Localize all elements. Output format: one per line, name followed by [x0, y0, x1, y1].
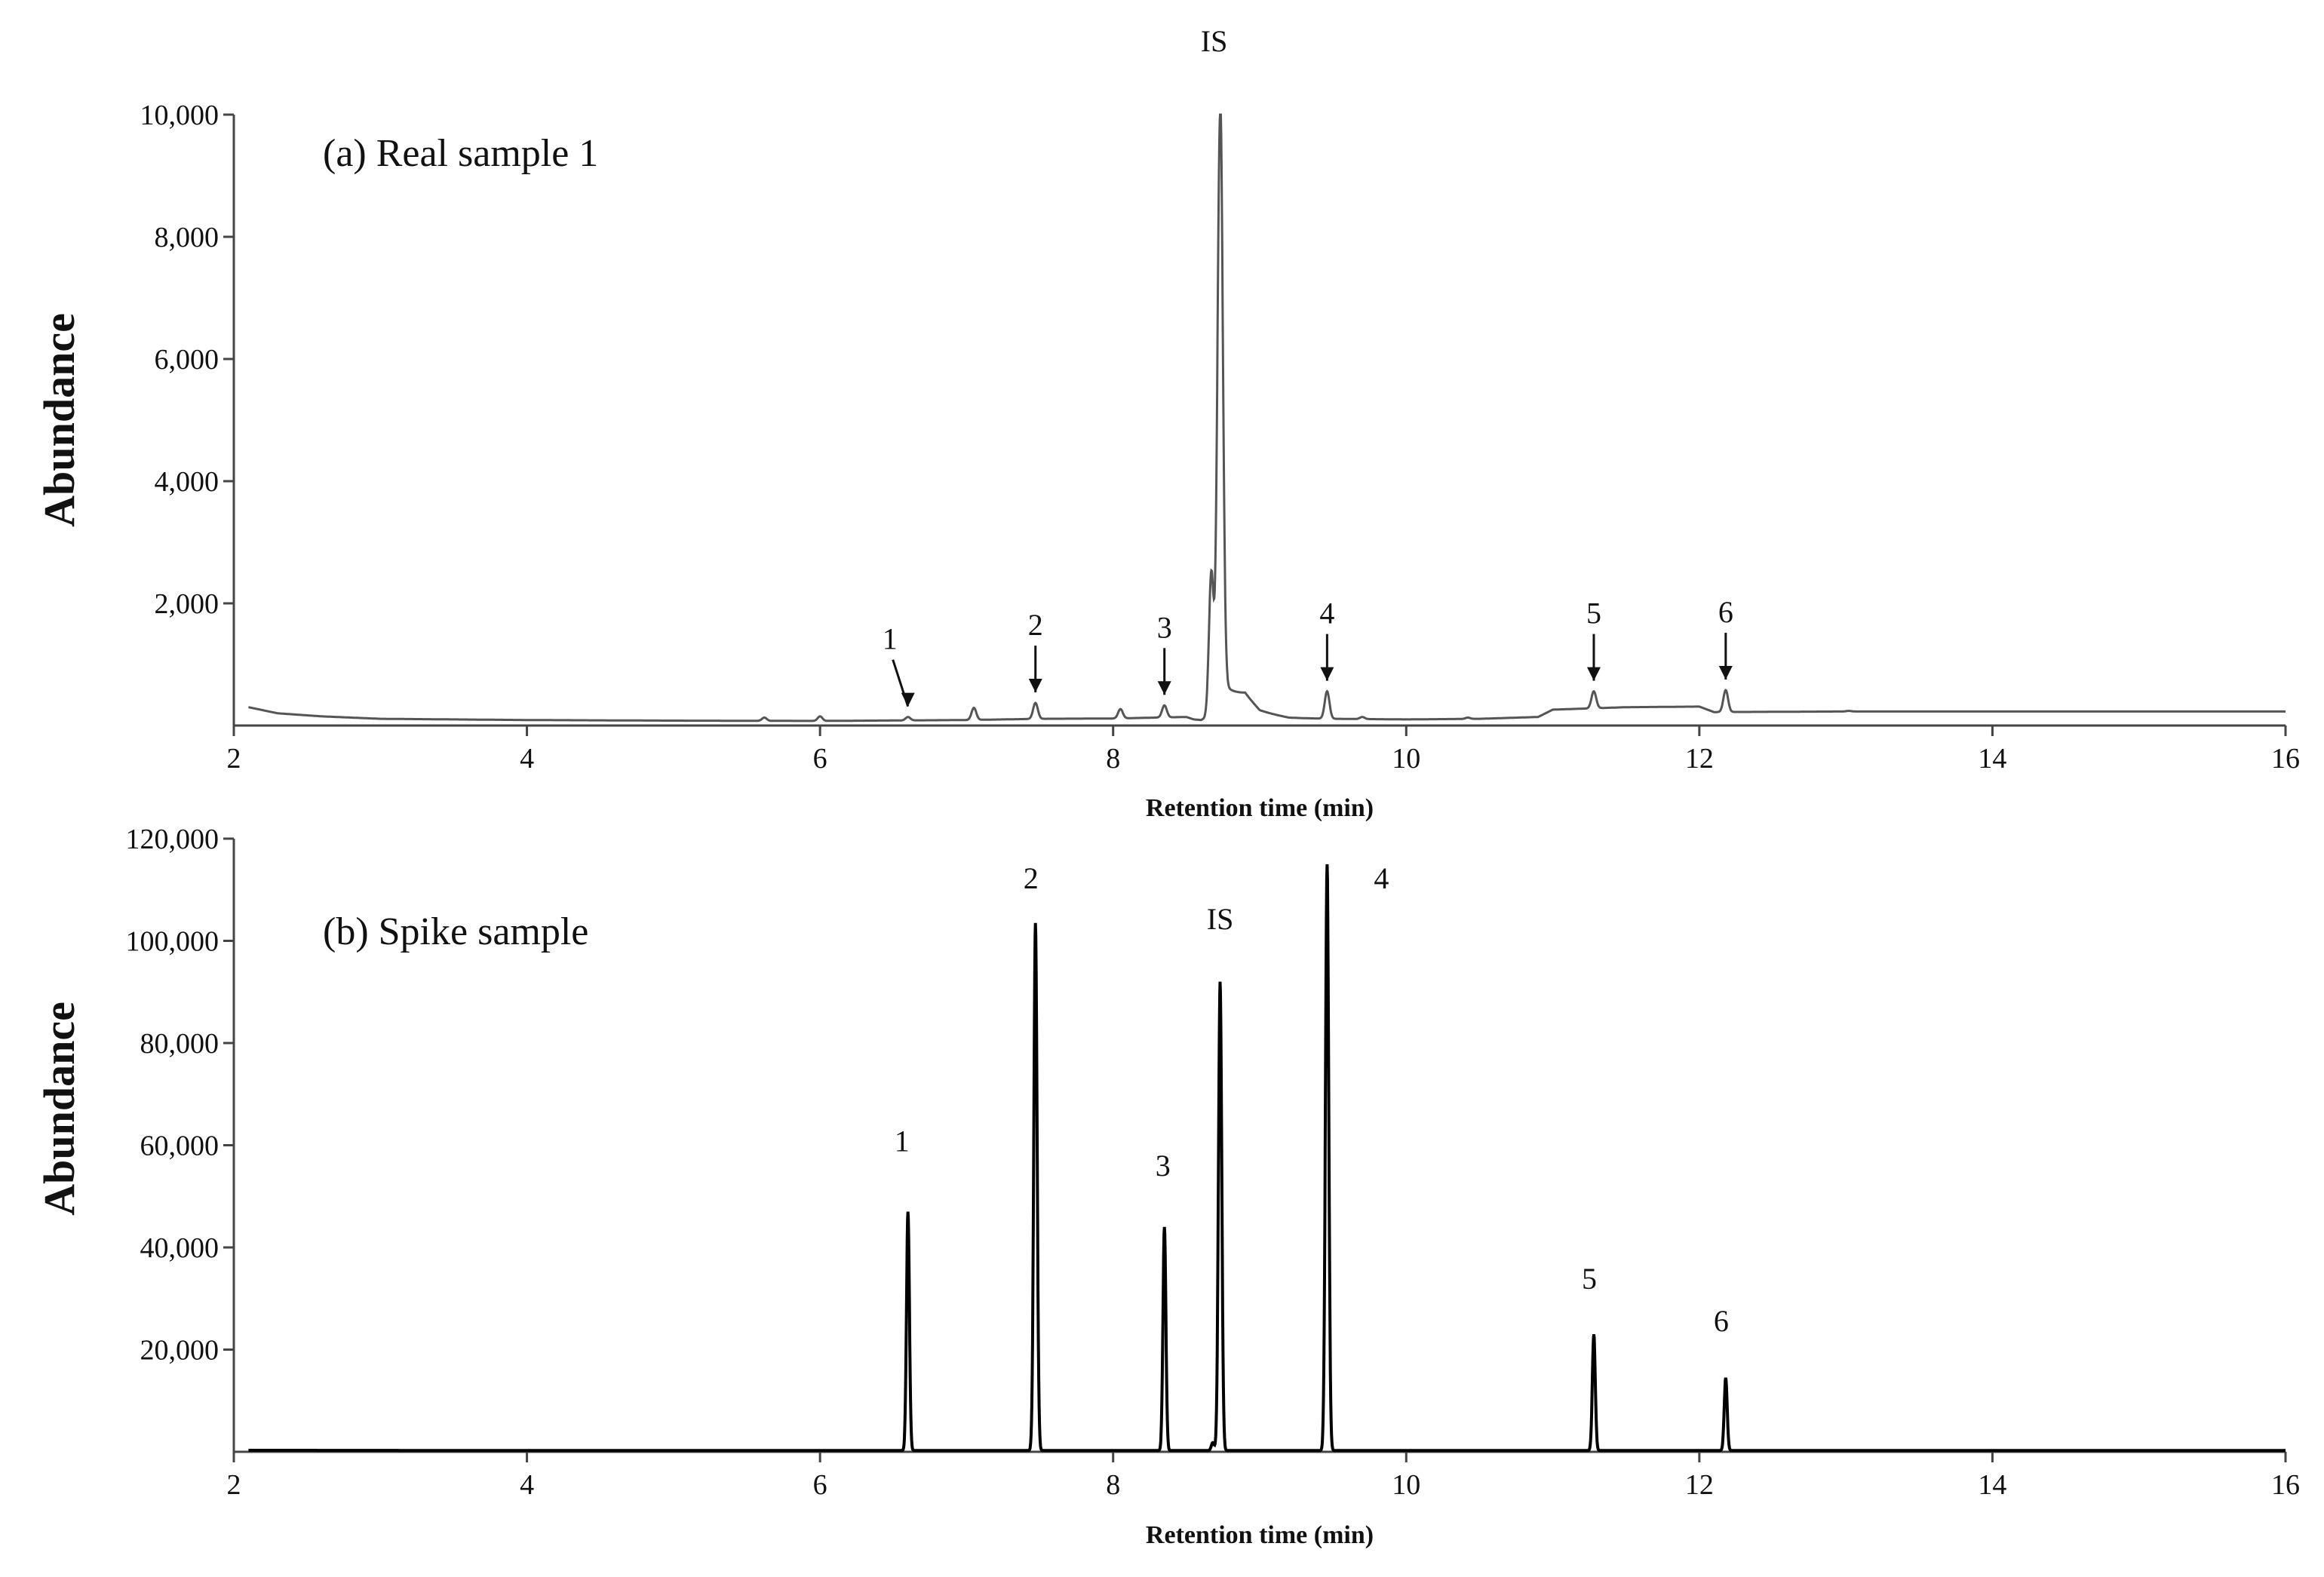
- peak-label-5: 5: [1586, 597, 1601, 630]
- peak-label-3: 3: [1157, 610, 1172, 644]
- x-tick-label: 6: [813, 1469, 827, 1501]
- peak-label-4: 4: [1319, 597, 1334, 630]
- x-tick-label: 10: [1392, 1469, 1420, 1501]
- y-tick-label: 6,000: [155, 344, 220, 376]
- y-tick-label: 8,000: [155, 222, 220, 253]
- x-tick-label: 4: [520, 743, 534, 775]
- peak-arrowhead: [1320, 667, 1334, 681]
- x-tick-label: 16: [2271, 1469, 2300, 1501]
- panel-a-x-title: Retention time (min): [1146, 794, 1374, 822]
- peak-label-5: 5: [1582, 1262, 1597, 1296]
- peak-label-6: 6: [1714, 1304, 1729, 1338]
- x-tick-label: 8: [1106, 743, 1120, 775]
- peak-label-3: 3: [1156, 1149, 1171, 1183]
- y-tick-label: 60,000: [140, 1131, 220, 1162]
- panel-a-y-title: Abundance: [35, 313, 84, 527]
- y-tick-label: 100,000: [126, 926, 220, 958]
- y-tick-label: 40,000: [140, 1232, 220, 1264]
- panel-b-x-title: Retention time (min): [1146, 1521, 1374, 1549]
- panel-b-y-title: Abundance: [35, 1002, 84, 1216]
- x-tick-label: 4: [520, 1469, 534, 1501]
- y-tick-label: 120,000: [126, 824, 220, 855]
- peak-arrowhead: [1157, 681, 1171, 695]
- y-tick-label: 2,000: [155, 588, 220, 620]
- x-tick-label: 2: [227, 743, 241, 775]
- peak-arrowhead: [1028, 679, 1042, 693]
- x-tick-label: 16: [2271, 743, 2300, 775]
- panel-a-chromatogram-trace: [248, 113, 2286, 723]
- peak-arrowhead: [1586, 667, 1601, 681]
- peak-label-2: 2: [1024, 861, 1039, 895]
- y-tick-label: 80,000: [140, 1028, 220, 1060]
- peak-label-2: 2: [1028, 608, 1043, 642]
- peak-label-IS: IS: [1201, 24, 1228, 58]
- panel-b-title: (b) Spike sample: [323, 910, 588, 953]
- panel-b-chromatogram-trace: [248, 864, 2286, 1453]
- x-tick-label: 6: [813, 743, 827, 775]
- x-tick-label: 12: [1685, 743, 1714, 775]
- y-tick-label: 10,000: [140, 100, 220, 131]
- x-tick-label: 2: [227, 1469, 241, 1501]
- x-tick-label: 8: [1106, 1469, 1120, 1501]
- y-tick-label: 4,000: [155, 466, 220, 498]
- peak-label-6: 6: [1718, 595, 1733, 629]
- y-tick-label: 20,000: [140, 1335, 220, 1367]
- x-tick-label: 14: [1978, 1469, 2006, 1501]
- peak-label-1: 1: [895, 1124, 910, 1158]
- panel-b-spike-sample: 20,000 40,000 60,000 80,000 100,000 120,000 2…: [35, 824, 2300, 1549]
- peak-arrowhead: [1718, 666, 1733, 680]
- peak-label-IS: IS: [1207, 902, 1234, 936]
- peak-label-1: 1: [883, 622, 898, 656]
- peak-arrowhead: [901, 692, 915, 707]
- peak-label-4: 4: [1374, 861, 1389, 895]
- x-tick-label: 12: [1685, 1469, 1714, 1501]
- x-tick-label: 10: [1392, 743, 1420, 775]
- x-tick-label: 14: [1978, 743, 2006, 775]
- panel-a-title: (a) Real sample 1: [323, 132, 598, 175]
